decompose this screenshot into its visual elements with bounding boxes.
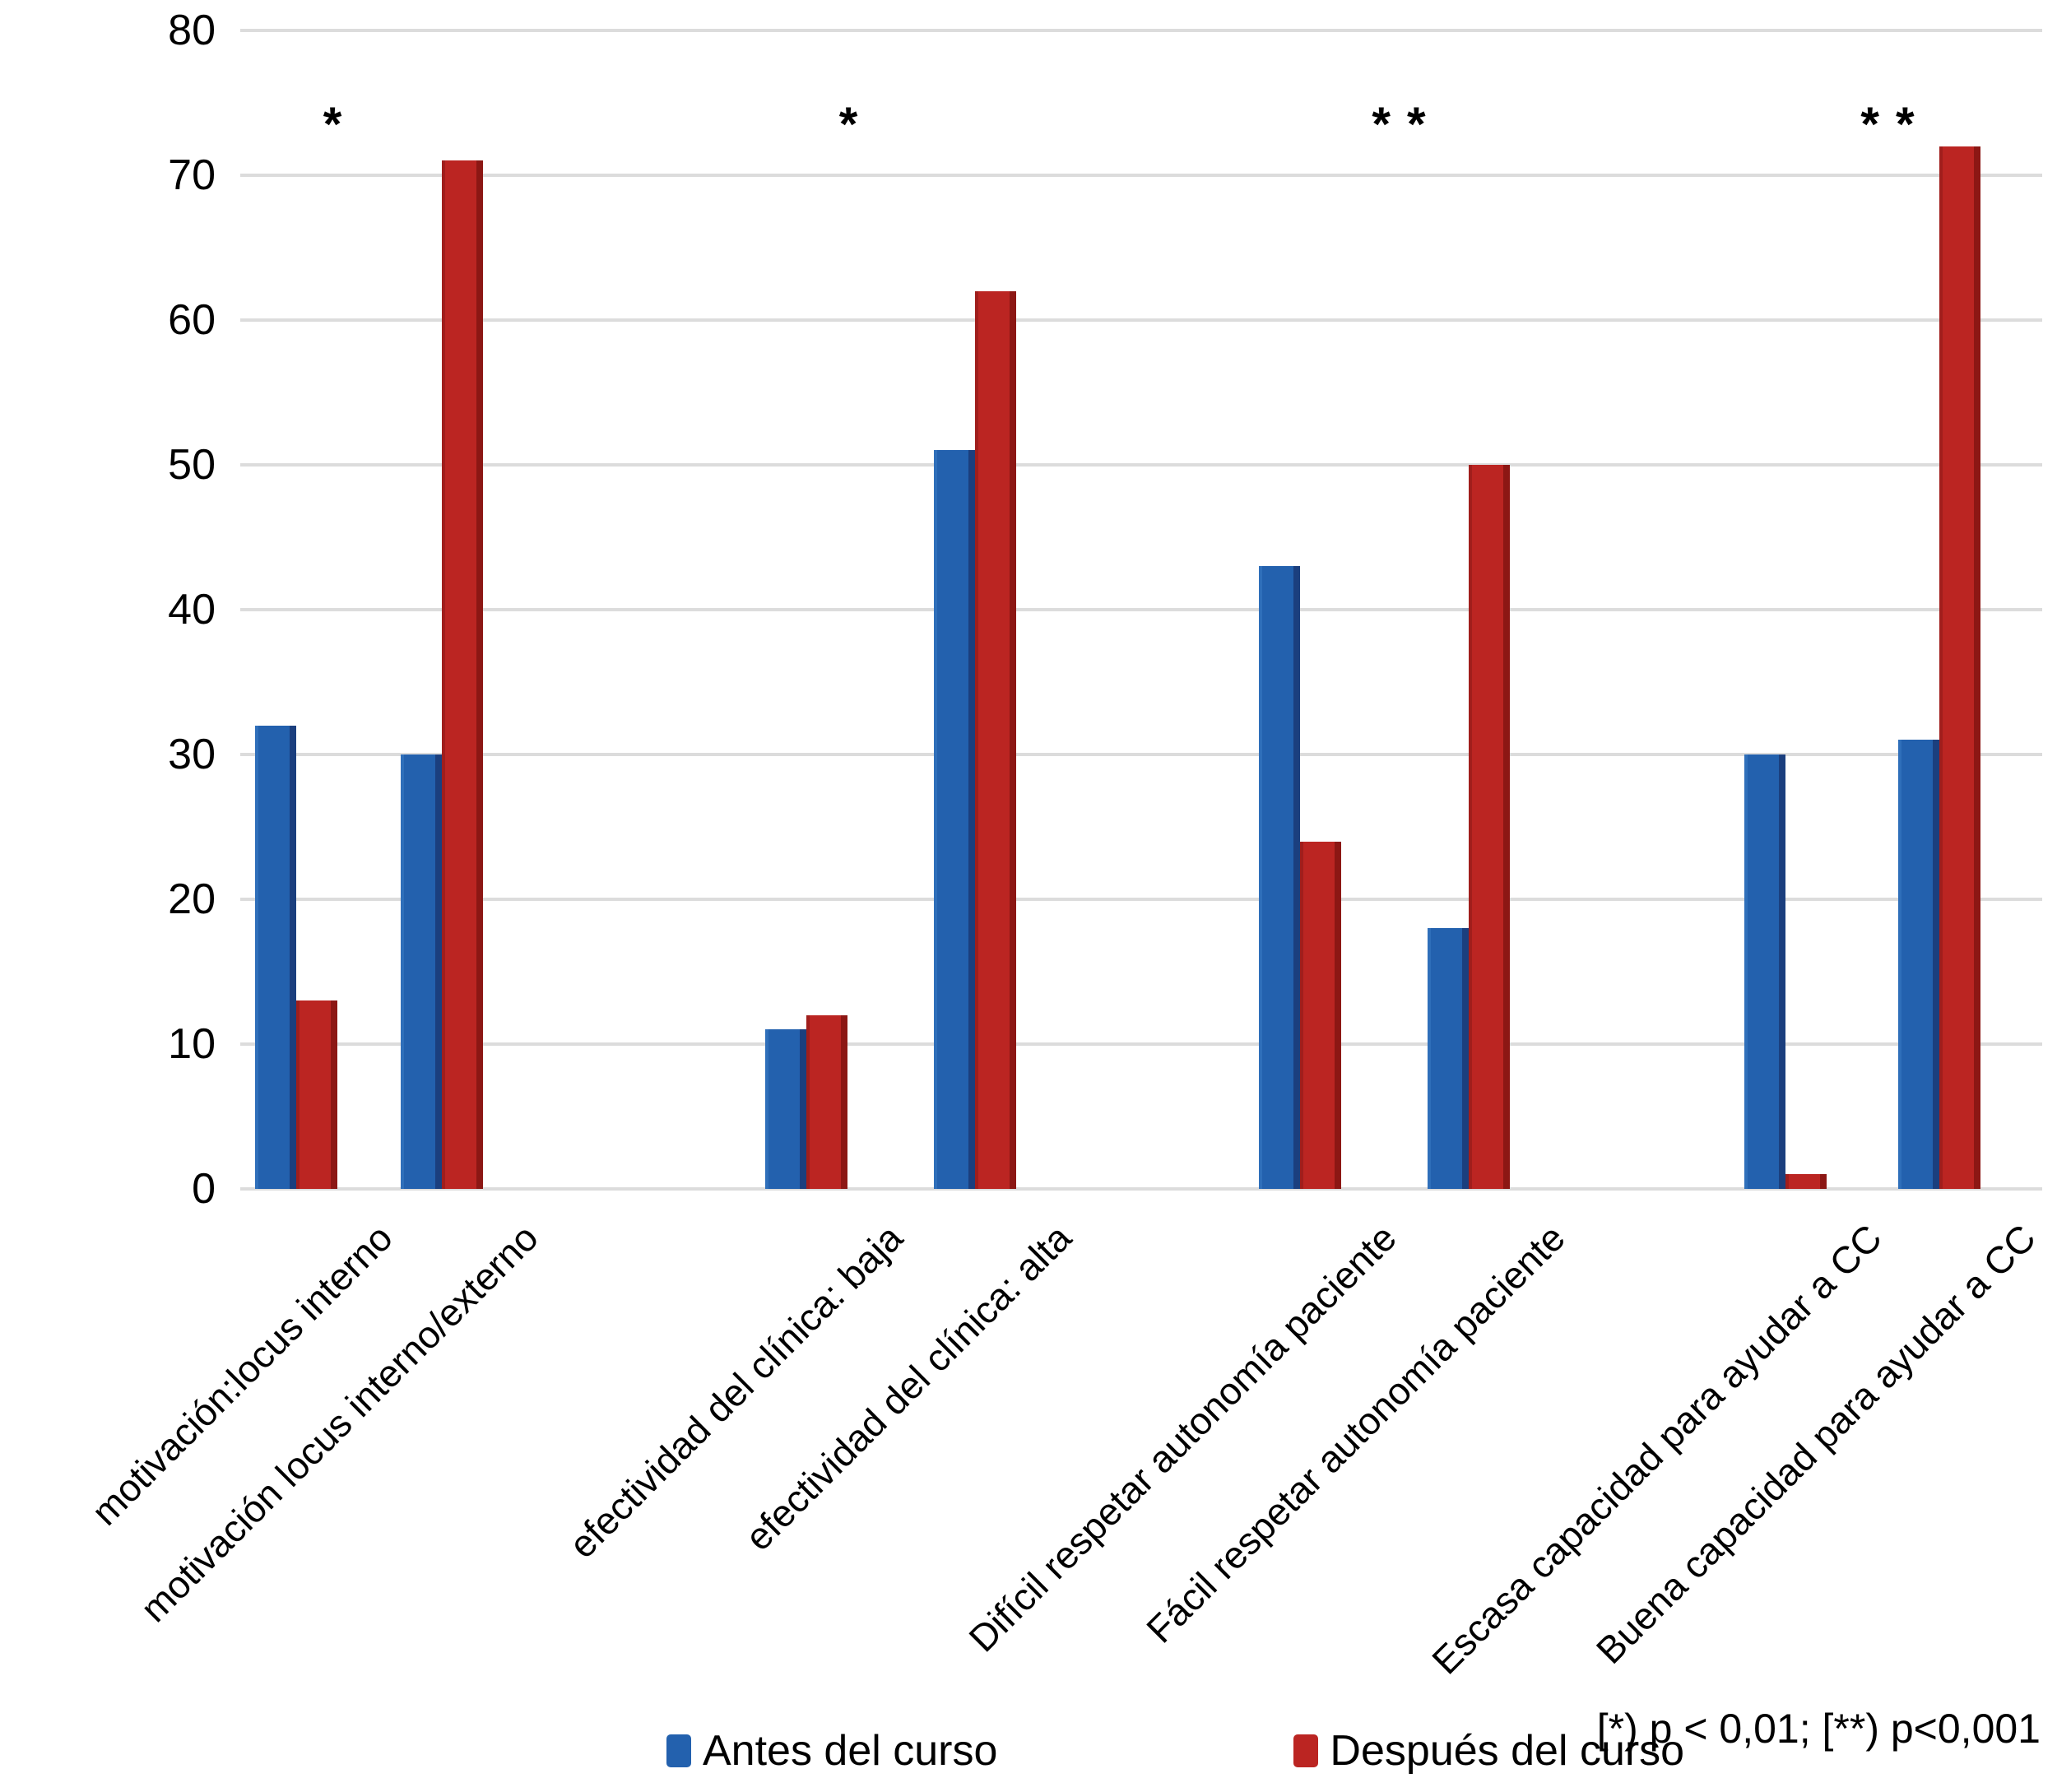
bar-despues-group-8 (1939, 146, 1980, 1189)
legend-label-despues: Después del curso (1330, 1727, 1685, 1775)
bar-antes-group-2 (401, 754, 442, 1189)
bar-antes-group-8 (1898, 740, 1939, 1189)
y-axis-tick-70: 70 (168, 151, 216, 199)
y-axis-tick-80: 80 (168, 7, 216, 54)
significance-footnote: [*) p < 0,01; [**) p<0,001 (1596, 1706, 2041, 1752)
bar-despues-group-1 (296, 1000, 337, 1189)
legend: Antes del curso Después del curso (666, 1726, 1684, 1776)
y-axis-tick-20: 20 (168, 875, 216, 923)
significance-marker-group-2: * (323, 98, 344, 151)
gridline-y-50 (240, 463, 2042, 467)
y-axis-tick-60: 60 (168, 296, 216, 344)
bar-antes-group-5 (1259, 566, 1300, 1189)
bar-antes-group-1 (255, 725, 296, 1189)
gridline-y-10 (240, 1042, 2042, 1046)
gridline-y-30 (240, 753, 2042, 756)
y-axis-tick-30: 30 (168, 731, 216, 778)
bar-despues-group-4 (975, 290, 1016, 1189)
bar-despues-group-6 (1469, 465, 1510, 1189)
gridline-y-20 (240, 898, 2042, 901)
bar-antes-group-3 (765, 1029, 806, 1189)
y-axis-tick-10: 10 (168, 1020, 216, 1068)
gridline-y-70 (240, 174, 2042, 177)
significance-marker-group-4: * (838, 98, 860, 151)
significance-marker-group-6: * * (1372, 98, 1428, 151)
bar-despues-group-7 (1785, 1174, 1827, 1189)
bar-antes-group-6 (1428, 928, 1469, 1189)
bar-despues-group-5 (1300, 841, 1341, 1189)
bar-antes-group-7 (1744, 754, 1785, 1189)
y-axis-tick-0: 0 (192, 1165, 216, 1213)
legend-label-antes: Antes del curso (703, 1727, 998, 1775)
y-axis-tick-40: 40 (168, 586, 216, 634)
legend-swatch-despues (1293, 1734, 1319, 1767)
significance-marker-group-8: * * (1860, 98, 1916, 151)
bar-antes-group-4 (934, 450, 975, 1189)
legend-swatch-antes (666, 1734, 691, 1767)
legend-item-antes: Antes del curso (666, 1726, 997, 1776)
y-axis-tick-50: 50 (168, 441, 216, 489)
gridline-y-0 (240, 1187, 2042, 1191)
bar-despues-group-3 (806, 1014, 847, 1189)
gridline-y-80 (240, 29, 2042, 32)
legend-item-despues: Después del curso (1293, 1726, 1684, 1776)
gridline-y-60 (240, 318, 2042, 322)
gridline-y-40 (240, 608, 2042, 611)
bar-despues-group-2 (442, 160, 483, 1189)
